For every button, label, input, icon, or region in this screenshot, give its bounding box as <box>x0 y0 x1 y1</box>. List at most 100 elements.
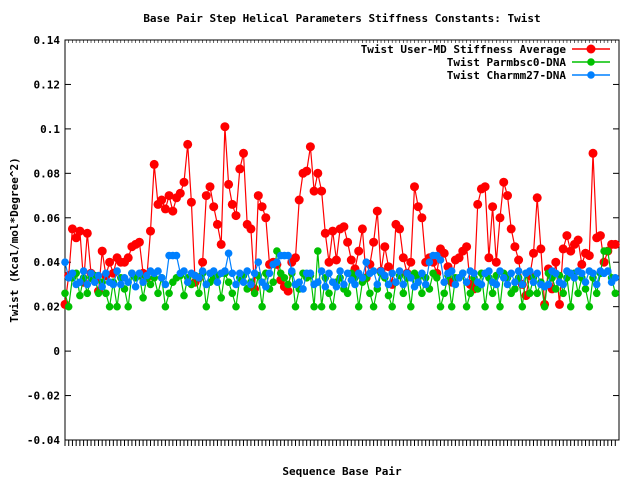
series-1-point <box>64 302 73 311</box>
series-1-point <box>139 294 147 302</box>
series-2-point <box>459 269 467 278</box>
series-0-point <box>235 164 245 174</box>
series-1-point <box>232 302 240 311</box>
series-2-point <box>131 282 140 291</box>
series-2-point <box>239 278 248 287</box>
series-1-point <box>328 302 337 311</box>
series-1-point <box>399 289 408 298</box>
series-0-point <box>179 177 189 187</box>
series-2-point <box>124 278 132 287</box>
series-2-point <box>507 269 515 278</box>
series-2-point <box>477 280 486 289</box>
series-1-point <box>604 247 612 255</box>
series-1-point <box>496 302 504 311</box>
series-0-point <box>473 199 483 209</box>
series-0-point <box>97 246 107 256</box>
series-0-point <box>406 257 416 267</box>
series-0-point <box>305 142 315 152</box>
y-tick-label: 0.06 <box>34 212 61 225</box>
series-0-point <box>480 182 490 192</box>
series-2-point <box>90 278 99 287</box>
series-2-point <box>209 267 218 275</box>
series-1-point <box>526 289 534 298</box>
series-2-point <box>213 278 222 287</box>
series-2-point <box>87 269 95 278</box>
legend-label-0: Twist User-MD Stiffness Average <box>361 43 567 56</box>
series-1-point <box>94 289 103 298</box>
series-2-point <box>388 269 397 278</box>
series-2-point <box>306 269 315 278</box>
series-0-point <box>205 182 215 192</box>
series-2-point <box>392 278 400 287</box>
series-0-point <box>123 253 133 263</box>
series-1-point <box>552 285 560 293</box>
series-0-point <box>558 244 568 254</box>
series-0-point <box>257 202 267 212</box>
y-tick-label: 0.08 <box>34 167 61 180</box>
y-axis-label: Twist (Kcal/mol*Degree^2) <box>8 157 21 323</box>
series-2-point <box>128 269 136 278</box>
series-1-point <box>325 289 333 298</box>
series-2-point <box>336 267 344 275</box>
series-2-point <box>243 267 251 275</box>
series-2-point <box>68 269 77 278</box>
series-0-point <box>484 253 494 263</box>
series-2-point <box>592 280 601 289</box>
series-2-point <box>236 269 244 278</box>
series-2-point <box>232 280 240 289</box>
legend-marker-0 <box>586 44 596 54</box>
series-1-point <box>566 302 575 311</box>
series-1-point <box>250 289 259 298</box>
series-0-point <box>417 213 427 223</box>
series-1-point <box>518 302 527 311</box>
series-0-point <box>67 224 77 234</box>
series-1-point <box>433 274 441 282</box>
series-2-point <box>157 274 166 282</box>
y-tick-label: -0.04 <box>27 434 60 447</box>
series-2-point <box>295 278 304 287</box>
series-1-point <box>161 302 170 311</box>
series-0-point <box>584 251 594 261</box>
series-2-point <box>172 251 181 260</box>
series-0-point <box>198 257 208 267</box>
series-2-point <box>343 269 352 278</box>
series-2-point <box>102 269 110 278</box>
series-2-point <box>421 280 430 289</box>
series-0-point <box>283 286 293 296</box>
series-2-point <box>61 258 69 267</box>
series-0-point <box>514 255 524 265</box>
series-1-point <box>280 274 289 282</box>
series-2-point <box>183 278 192 287</box>
series-0-point <box>331 255 341 265</box>
series-0-point <box>495 213 505 223</box>
series-2-point <box>135 269 144 278</box>
series-0-point <box>555 299 564 309</box>
series-0-point <box>398 253 408 263</box>
series-1-point <box>284 280 292 289</box>
series-2-point <box>485 267 493 275</box>
series-0-point <box>488 202 498 212</box>
series-0-point <box>529 248 538 258</box>
series-2-point <box>447 267 456 275</box>
series-1-point <box>224 278 233 287</box>
series-2-point <box>228 269 237 278</box>
series-2-point <box>254 258 263 267</box>
series-2-point <box>514 267 523 275</box>
series-2-point <box>247 280 255 289</box>
series-0-point <box>462 242 472 252</box>
series-2-point <box>221 267 229 275</box>
series-2-point <box>79 267 88 275</box>
series-2-point <box>362 258 371 267</box>
series-2-point <box>109 280 118 289</box>
series-2-point <box>358 274 367 282</box>
series-0-point <box>212 219 222 229</box>
series-1-point <box>585 302 594 311</box>
plot-frame <box>64 39 620 441</box>
series-2-point <box>496 267 504 275</box>
series-1-point <box>369 302 378 311</box>
series-1-point <box>407 302 415 311</box>
series-2-point <box>511 278 519 287</box>
series-0-point <box>105 257 115 267</box>
series-2-point <box>321 282 330 291</box>
